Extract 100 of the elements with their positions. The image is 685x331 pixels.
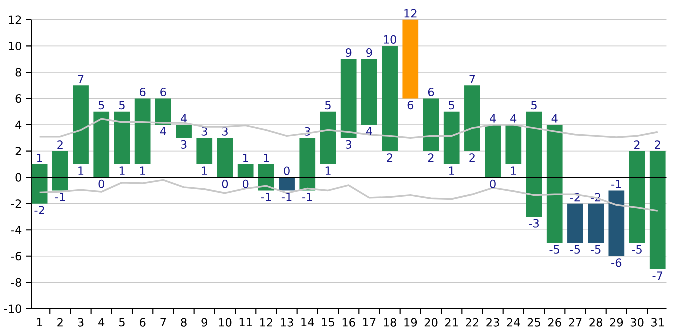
annotation: -6 — [612, 258, 622, 268]
data-label: 12 — [404, 10, 417, 18]
annotation: -5 — [550, 246, 560, 254]
x-tick-label: 10 — [219, 318, 232, 328]
annotation: 6 — [408, 101, 414, 110]
annotation: -2 — [34, 206, 44, 215]
x-tick-label: 8 — [181, 318, 187, 328]
y-tick-label: -6 — [12, 252, 22, 261]
data-label: 6 — [140, 88, 146, 97]
y-tick-label: 2 — [16, 147, 22, 156]
annotation: 2 — [387, 154, 393, 162]
annotation: -5 — [632, 246, 642, 254]
annotation: 1 — [78, 166, 84, 176]
data-label: 2 — [655, 140, 660, 150]
annotation: 0 — [242, 180, 249, 189]
data-label: 6 — [160, 88, 166, 97]
y-tick-label: -2 — [12, 200, 22, 208]
annotation: -1 — [282, 193, 292, 202]
data-label: 1 — [264, 154, 269, 162]
annotation: 2 — [470, 154, 475, 162]
annotation: 4 — [366, 127, 372, 136]
data-label: 2 — [634, 140, 640, 150]
x-tick-label: 11 — [240, 318, 252, 327]
y-tick-label: 10 — [9, 42, 22, 51]
data-label: 4 — [490, 114, 496, 123]
data-label: 9 — [346, 48, 352, 58]
x-tick-label: 17 — [364, 318, 376, 327]
x-tick-label: 2 — [58, 318, 63, 327]
x-tick-label: 29 — [610, 318, 624, 328]
data-label: 1 — [243, 154, 248, 162]
data-label: 4 — [552, 114, 558, 123]
y-tick-label: 0 — [16, 174, 22, 182]
annotation: -5 — [570, 246, 580, 254]
x-tick-label: 28 — [590, 318, 602, 328]
y-tick-label: -4 — [12, 226, 22, 234]
x-tick-label: 6 — [140, 318, 146, 328]
annotation: 1 — [511, 166, 516, 176]
x-tick-label: 18 — [384, 318, 396, 328]
x-tick-label: 22 — [466, 318, 479, 327]
data-label: 0 — [284, 166, 290, 176]
x-tick-label: 12 — [260, 318, 272, 327]
data-label: 1 — [37, 154, 42, 162]
annotation: -1 — [302, 193, 312, 202]
data-label: 3 — [222, 128, 228, 136]
x-tick-label: 30 — [630, 318, 644, 328]
data-label: 2 — [58, 140, 63, 150]
x-tick-label: 5 — [120, 318, 125, 327]
x-tick-label: 1 — [37, 318, 42, 327]
data-label: 4 — [510, 114, 517, 123]
annotation: 1 — [450, 166, 454, 176]
x-tick-label: 3 — [78, 318, 84, 328]
annotation: 0 — [98, 180, 104, 189]
x-tick-label: 25 — [528, 318, 540, 328]
x-tick-label: 14 — [302, 318, 314, 327]
annotation: 4 — [160, 127, 166, 136]
y-tick-label: 12 — [9, 16, 22, 24]
data-label: 5 — [532, 101, 537, 110]
data-label: 7 — [470, 75, 476, 84]
data-label: 5 — [98, 101, 104, 110]
data-label: -1 — [612, 180, 622, 189]
annotation: 0 — [490, 180, 496, 189]
annotation: 3 — [181, 140, 187, 150]
x-tick-label: 9 — [202, 318, 208, 328]
data-label: 5 — [326, 101, 331, 110]
x-tick-label: 31 — [652, 318, 664, 328]
annotation: 1 — [326, 166, 331, 176]
data-label: 5 — [449, 101, 454, 110]
annotation: 0 — [222, 180, 228, 189]
annotation: -1 — [261, 193, 272, 202]
annotation: -1 — [55, 193, 66, 202]
data-label: 10 — [384, 36, 396, 44]
y-tick-label: 4 — [16, 121, 22, 130]
annotation: 2 — [428, 154, 434, 162]
data-label: 6 — [428, 88, 434, 97]
y-tick-label: 6 — [16, 94, 22, 104]
annotation: 1 — [120, 166, 125, 176]
y-tick-label: -10 — [4, 304, 22, 314]
x-tick-label: 27 — [569, 318, 582, 327]
x-tick-label: 24 — [507, 318, 520, 327]
data-label: 7 — [78, 75, 84, 84]
x-tick-label: 15 — [322, 318, 334, 327]
annotation: -3 — [529, 219, 539, 228]
data-label: 3 — [202, 128, 208, 136]
x-tick-label: 23 — [486, 318, 500, 328]
annotation: 1 — [202, 166, 208, 176]
y-tick-label: 8 — [16, 68, 22, 77]
annotation: -5 — [590, 246, 601, 254]
x-tick-label: 20 — [424, 318, 438, 328]
annotation: 3 — [346, 140, 352, 150]
x-tick-label: 16 — [342, 318, 356, 328]
data-label: 4 — [180, 114, 187, 123]
x-tick-label: 13 — [281, 318, 294, 328]
x-tick-label: 26 — [548, 318, 562, 328]
x-tick-label: 21 — [446, 318, 458, 327]
x-tick-label: 7 — [160, 318, 166, 327]
annotation: 1 — [140, 166, 146, 176]
data-label: 5 — [120, 101, 125, 110]
y-tick-label: -8 — [12, 278, 22, 288]
data-label: 9 — [366, 48, 372, 58]
x-tick-label: 4 — [98, 318, 105, 327]
